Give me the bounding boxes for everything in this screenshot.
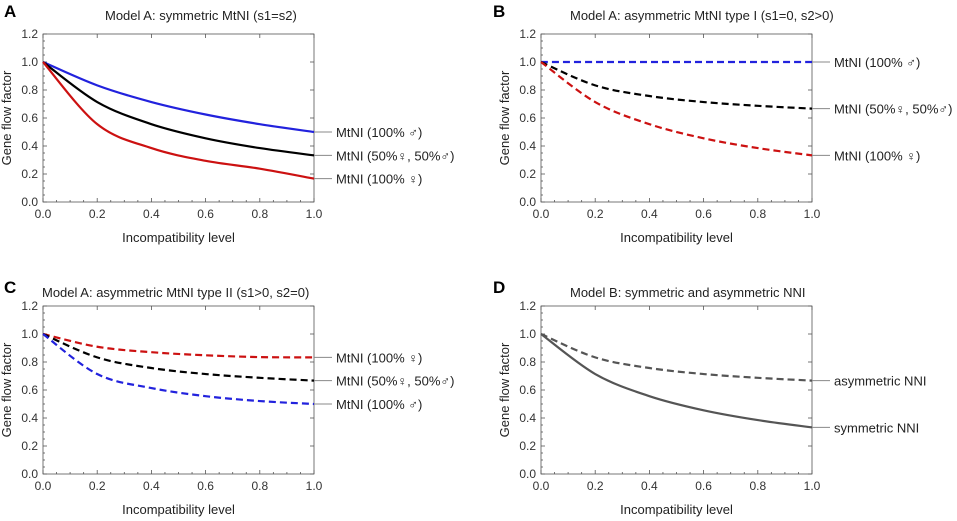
series-label-c-2: MtNI (100% ♂)	[336, 397, 422, 412]
y-tick-label: 1.0	[21, 55, 38, 69]
series-label-c-0: MtNI (100% ♀)	[336, 350, 422, 365]
y-tick-label: 0.4	[21, 139, 38, 153]
y-tick-label: 0.8	[21, 83, 38, 97]
x-tick-label: 0.6	[695, 207, 712, 221]
y-tick-label: 0.0	[21, 195, 38, 209]
chart-title-a: Model A: symmetric MtNI (s1=s2)	[105, 8, 297, 23]
y-tick-label: 0.2	[21, 439, 38, 453]
x-tick-label: 1.0	[804, 207, 821, 221]
y-tick-label: 0.2	[519, 439, 536, 453]
x-axis-label-a: Incompatibility level	[122, 230, 235, 245]
series-label-c-1: MtNI (50%♀, 50%♂)	[336, 374, 454, 389]
chart-title-d: Model B: symmetric and asymmetric NNI	[570, 285, 806, 300]
y-axis-label-c: Gene flow factor	[0, 342, 14, 437]
series-label-b-1: MtNI (50%♀, 50%♂)	[834, 102, 952, 117]
x-tick-label: 0.2	[587, 207, 604, 221]
x-tick-label: 0.4	[641, 207, 658, 221]
x-tick-label: 0.8	[749, 479, 766, 493]
x-tick-label: 0.2	[587, 479, 604, 493]
series-label-a-1: MtNI (50%♀, 50%♂)	[336, 148, 454, 163]
x-tick-label: 0.4	[143, 479, 160, 493]
x-tick-label: 0.8	[251, 479, 268, 493]
plot-frame-c	[42, 305, 315, 475]
y-tick-label: 0.0	[519, 467, 536, 481]
plot-frame-d	[540, 305, 813, 475]
series-label-a-2: MtNI (100% ♀)	[336, 172, 422, 187]
y-tick-label: 0.2	[519, 167, 536, 181]
x-tick-label: 1.0	[306, 207, 323, 221]
y-tick-label: 1.2	[519, 299, 536, 313]
series-line-b-2	[540, 61, 813, 157]
y-axis-label-a: Gene flow factor	[0, 70, 14, 165]
series-label-d-1: symmetric NNI	[834, 420, 919, 435]
panel-d: D Model B: symmetric and asymmetric NNI 0.…	[493, 278, 926, 517]
y-axis-label-d: Gene flow factor	[497, 342, 512, 437]
x-tick-label: 0.0	[35, 207, 52, 221]
y-tick-label: 1.0	[519, 55, 536, 69]
y-tick-label: 0.8	[21, 355, 38, 369]
panel-b: B Model A: asymmetric MtNI type I (s1=0, …	[493, 2, 952, 245]
plot-frame-b	[540, 33, 813, 203]
series-line-a-2	[42, 61, 315, 180]
panel-letter-d: D	[493, 278, 505, 297]
y-tick-label: 0.6	[21, 383, 38, 397]
panel-letter-b: B	[493, 2, 505, 21]
x-tick-label: 0.0	[533, 479, 550, 493]
panel-c: C Model A: asymmetric MtNI type II (s1>0,…	[0, 278, 454, 517]
y-tick-label: 0.6	[21, 111, 38, 125]
panel-letter-a: A	[4, 2, 16, 21]
y-tick-label: 1.0	[21, 327, 38, 341]
chart-title-c: Model A: asymmetric MtNI type II (s1>0, …	[42, 285, 309, 300]
series-label-d-0: asymmetric NNI	[834, 374, 926, 389]
x-tick-label: 0.6	[695, 479, 712, 493]
x-axis-label-c: Incompatibility level	[122, 502, 235, 517]
x-tick-label: 0.4	[641, 479, 658, 493]
series-line-b-1	[540, 60, 813, 110]
y-tick-label: 0.2	[21, 167, 38, 181]
x-axis-label-d: Incompatibility level	[620, 502, 733, 517]
panel-letter-c: C	[4, 278, 16, 297]
y-tick-label: 1.2	[21, 299, 38, 313]
y-axis-label-b: Gene flow factor	[497, 70, 512, 165]
y-tick-label: 0.4	[21, 411, 38, 425]
y-tick-label: 0.6	[519, 383, 536, 397]
series-label-a-0: MtNI (100% ♂)	[336, 125, 422, 140]
x-tick-label: 0.6	[197, 207, 214, 221]
chart-title-b: Model A: asymmetric MtNI type I (s1=0, s…	[570, 8, 834, 23]
y-tick-label: 0.0	[519, 195, 536, 209]
y-tick-label: 0.4	[519, 411, 536, 425]
x-tick-label: 0.4	[143, 207, 160, 221]
y-tick-label: 1.0	[519, 327, 536, 341]
series-line-c-0	[42, 332, 315, 359]
x-tick-label: 0.0	[533, 207, 550, 221]
x-tick-label: 1.0	[306, 479, 323, 493]
y-tick-label: 0.8	[519, 355, 536, 369]
x-tick-label: 0.8	[251, 207, 268, 221]
x-tick-label: 0.6	[197, 479, 214, 493]
series-line-a-1	[42, 61, 315, 157]
series-line-d-0	[540, 332, 813, 382]
x-tick-label: 1.0	[804, 479, 821, 493]
series-line-d-1	[540, 333, 813, 429]
x-tick-label: 0.2	[89, 207, 106, 221]
x-tick-label: 0.2	[89, 479, 106, 493]
plot-frame-a	[42, 33, 315, 203]
series-line-c-2	[42, 333, 315, 406]
x-axis-label-b: Incompatibility level	[620, 230, 733, 245]
y-tick-label: 0.0	[21, 467, 38, 481]
series-line-a-0	[42, 60, 315, 134]
y-tick-label: 0.4	[519, 139, 536, 153]
x-tick-label: 0.0	[35, 479, 52, 493]
y-tick-label: 0.8	[519, 83, 536, 97]
y-tick-label: 1.2	[21, 27, 38, 41]
x-tick-label: 0.8	[749, 207, 766, 221]
y-tick-label: 1.2	[519, 27, 536, 41]
series-label-b-2: MtNI (100% ♀)	[834, 148, 920, 163]
series-label-b-0: MtNI (100% ♂)	[834, 55, 920, 70]
panel-a: A Model A: symmetric MtNI (s1=s2) 0.0 0.2 0.…	[0, 2, 454, 245]
y-tick-label: 0.6	[519, 111, 536, 125]
